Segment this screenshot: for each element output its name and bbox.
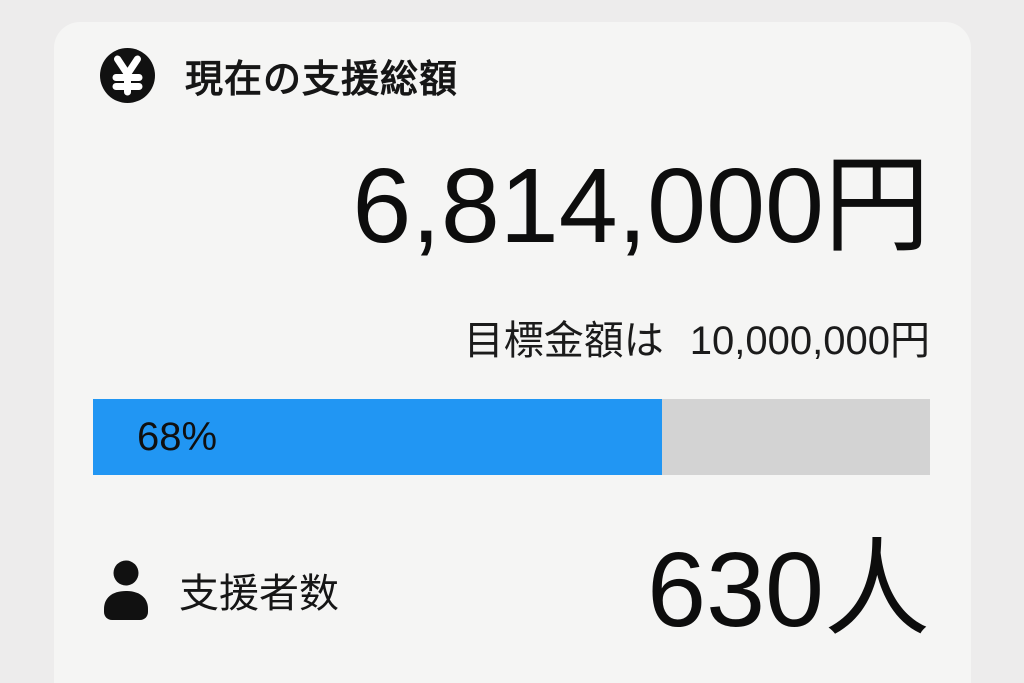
total-amount: 6,814,000円 (352, 147, 930, 265)
supporters-row: 支援者数 630人 (93, 537, 930, 643)
target-line: 目標金額は 10,000,000円 (93, 321, 930, 361)
progress-bar-track: 68% (93, 399, 930, 475)
person-icon (100, 559, 152, 621)
card-header: 現在の支援総額 (100, 48, 930, 103)
card-title: 現在の支援総額 (185, 59, 459, 101)
yen-icon (100, 48, 155, 103)
target-amount: 10,000,000円 (689, 319, 930, 363)
target-label: 目標金額は (463, 319, 664, 363)
progress-bar-fill: 68% (93, 399, 663, 475)
supporters-label: 支援者数 (179, 572, 339, 616)
progress-percent-label: 68% (137, 414, 218, 459)
supporters-count: 630人 (647, 531, 930, 649)
funding-summary-card: 現在の支援総額 6,814,000円 目標金額は 10,000,000円 68% … (54, 22, 971, 683)
